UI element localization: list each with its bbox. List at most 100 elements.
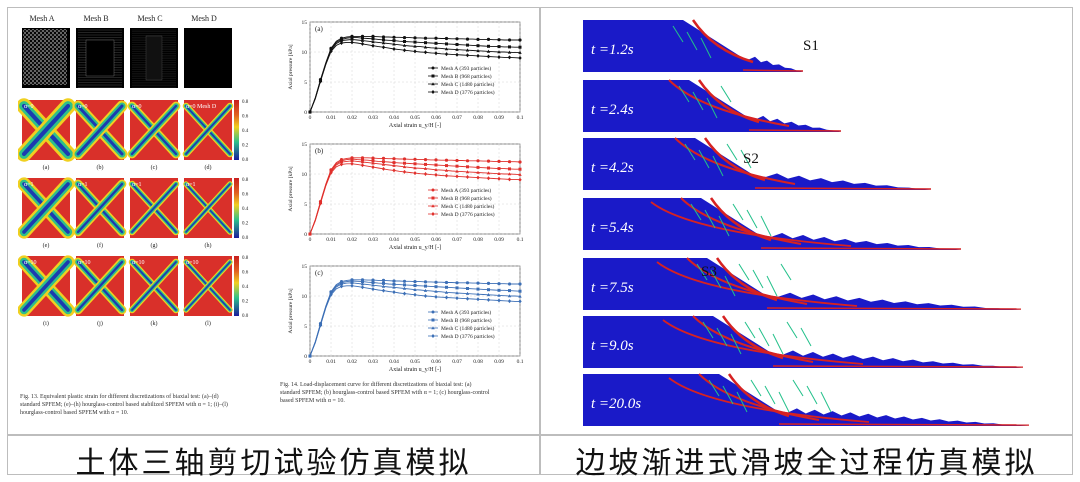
data-point <box>486 281 491 285</box>
x-tick-label: 0.01 <box>326 237 336 243</box>
data-point <box>444 52 449 57</box>
mesh-particle <box>23 53 27 57</box>
data-point <box>507 177 512 182</box>
mesh-particle <box>43 29 47 33</box>
legend-marker <box>431 334 435 338</box>
shear-band <box>650 201 852 247</box>
mesh-particle <box>47 73 51 77</box>
colorbar-tick: 0.0 <box>242 314 249 319</box>
data-point <box>318 201 323 206</box>
panel-label: (a) <box>43 164 50 171</box>
data-point <box>444 158 449 162</box>
fig13: Mesh A Mesh B Mesh C Mesh D α=0 (a) α=0 (b)… <box>18 14 263 408</box>
data-point <box>329 292 333 297</box>
data-point <box>371 37 375 41</box>
data-point <box>476 297 480 302</box>
data-point <box>403 161 406 165</box>
data-point <box>350 40 354 45</box>
transition-streak <box>820 391 832 413</box>
x-tick-label: 0.02 <box>347 359 357 365</box>
data-point <box>402 157 407 161</box>
data-point <box>465 175 470 179</box>
mesh-particle <box>23 77 27 81</box>
data-point <box>339 162 344 167</box>
mesh-particle <box>27 37 31 41</box>
shear-band-core <box>76 260 124 312</box>
data-point <box>444 36 449 41</box>
data-point <box>423 45 428 49</box>
transition-streak <box>722 385 734 405</box>
data-point <box>465 170 470 174</box>
mesh-particle <box>35 73 39 77</box>
shear-band-core <box>185 261 231 311</box>
time-label: t =9.0s <box>591 338 634 354</box>
data-point <box>402 48 407 53</box>
mesh-particle <box>31 73 35 77</box>
data-point <box>392 161 396 165</box>
slope-frame <box>583 19 804 72</box>
data-point <box>350 36 354 40</box>
data-point <box>465 291 470 295</box>
data-point <box>413 157 417 161</box>
data-point <box>371 283 375 287</box>
data-point <box>444 290 449 294</box>
mesh-particle <box>63 57 67 61</box>
panel-label: (c) <box>151 164 158 171</box>
mesh-image <box>130 28 178 88</box>
mesh-particle <box>27 57 31 61</box>
legend-entry: Mesh D (3776 particles) <box>441 89 495 96</box>
mesh-particle <box>55 69 59 73</box>
mesh-particle <box>55 77 59 81</box>
transition-streak <box>736 391 748 413</box>
mesh-particle <box>39 45 43 49</box>
colorbar-tick: 0.2 <box>242 300 249 305</box>
data-point <box>444 173 449 178</box>
data-point <box>508 167 511 171</box>
transition-streak <box>702 321 714 339</box>
panel-label: (j) <box>97 320 103 327</box>
mesh-particle <box>51 53 55 57</box>
mesh-particle <box>31 69 35 73</box>
x-tick-label: 0.08 <box>473 115 483 121</box>
data-point <box>392 168 396 173</box>
data-point <box>455 291 459 295</box>
data-point <box>465 296 470 301</box>
mesh-particle <box>51 41 55 45</box>
strain-field <box>128 256 180 316</box>
transition-streak <box>724 275 736 297</box>
mesh-particle <box>63 29 67 33</box>
shear-band <box>691 19 754 64</box>
data-point <box>445 42 448 46</box>
data-point <box>497 293 501 297</box>
x-tick-label: 0.08 <box>473 237 483 243</box>
mesh-particle <box>27 45 31 49</box>
colorbar-tick: 0.0 <box>242 158 249 163</box>
transition-streak <box>806 385 818 405</box>
strain-field <box>18 177 75 239</box>
fig13-caption: Fig. 13. Equivalent plastic strain for d… <box>20 393 270 417</box>
transition-streak <box>684 143 696 161</box>
mesh-particle <box>39 73 43 77</box>
subplot-label: (b) <box>315 147 324 155</box>
x-tick-label: 0.04 <box>389 359 399 365</box>
data-point <box>360 163 365 168</box>
mesh-particle <box>51 65 55 69</box>
shear-band-core <box>130 104 178 156</box>
data-point <box>518 167 522 171</box>
data-point <box>445 164 448 168</box>
mesh-particle <box>39 57 43 61</box>
data-point <box>339 38 344 42</box>
data-point <box>381 41 386 45</box>
mesh-particle <box>59 81 63 85</box>
soil-mass <box>583 316 1023 368</box>
base-shear <box>754 187 932 190</box>
data-point <box>507 172 512 176</box>
legend-marker <box>431 310 435 314</box>
shear-band <box>662 319 864 365</box>
mesh-particle <box>59 53 63 57</box>
data-point <box>403 283 406 287</box>
strain-field <box>128 178 180 238</box>
mesh-particle <box>23 41 27 45</box>
shear-band-core <box>185 183 231 233</box>
transition-streak <box>704 209 716 229</box>
